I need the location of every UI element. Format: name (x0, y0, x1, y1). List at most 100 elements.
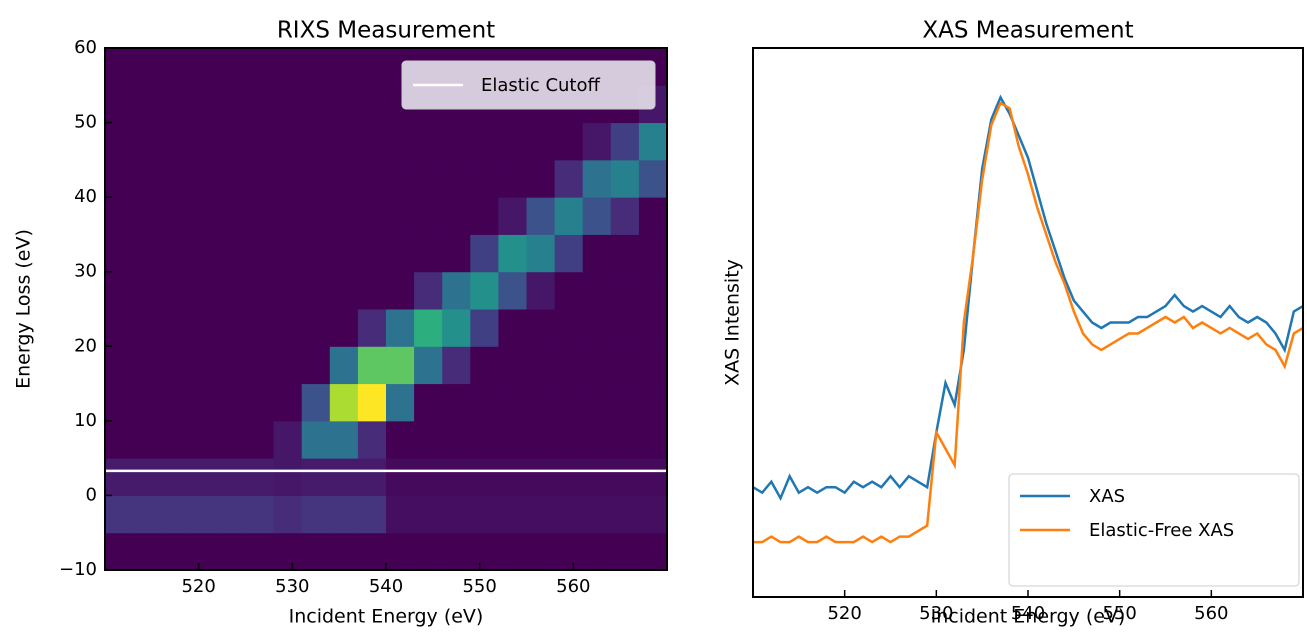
heatmap-cell (217, 495, 246, 534)
heatmap-cell (442, 346, 471, 385)
heatmap-cell (554, 271, 584, 310)
heatmap-cell (610, 197, 640, 235)
heatmap-cell (105, 420, 134, 459)
heatmap-cell (273, 383, 303, 422)
heatmap-cell (526, 532, 556, 570)
heatmap-cell (217, 420, 246, 459)
heatmap-cell (189, 458, 218, 496)
heatmap-cell (189, 309, 218, 347)
heatmap-cell (273, 309, 303, 347)
heatmap-cell (442, 532, 471, 570)
heatmap-cell (105, 271, 134, 310)
heatmap-cell (386, 197, 415, 235)
x-tick-label: 540 (369, 576, 403, 597)
heatmap-cell (498, 122, 527, 161)
heatmap-cell (245, 346, 275, 385)
heatmap-cell (133, 383, 162, 422)
heatmap-cell (386, 309, 415, 347)
heatmap-cell (329, 532, 359, 570)
heatmap-cell (554, 346, 584, 385)
heatmap-cell (245, 122, 275, 161)
heatmap-cell (442, 495, 471, 534)
heatmap-cell (414, 420, 443, 459)
heatmap-cell (133, 85, 162, 124)
heatmap-cell (357, 346, 387, 385)
heatmap-cell (161, 346, 190, 385)
heatmap-cell (554, 420, 584, 459)
heatmap-cell (189, 234, 218, 273)
x-tick-label: 550 (1102, 603, 1136, 624)
heatmap-cell (582, 234, 612, 273)
heatmap-cell (329, 159, 359, 198)
y-tick-label: 40 (74, 186, 97, 207)
heatmap-cell (357, 271, 387, 310)
heatmap-cell (582, 458, 612, 496)
legend-label: XAS (1089, 486, 1125, 507)
x-tick-label: 560 (1194, 603, 1228, 624)
x-axis-label: Incident Energy (eV) (931, 606, 1126, 628)
heatmap-cell (638, 234, 667, 273)
heatmap-cell (526, 346, 556, 385)
heatmap-cell (133, 309, 162, 347)
heatmap-cell (470, 122, 499, 161)
heatmap-cell (386, 346, 415, 385)
heatmap-cell (189, 532, 218, 570)
heatmap-cell (329, 234, 359, 273)
heatmap-cell (442, 458, 471, 496)
heatmap-cell (526, 420, 556, 459)
heatmap-cell (217, 458, 246, 496)
heatmap-cell (329, 383, 359, 422)
heatmap-cell (133, 495, 162, 534)
heatmap-cell (189, 159, 218, 198)
heatmap-cell (470, 532, 499, 570)
heatmap-cell (357, 234, 387, 273)
heatmap-cell (526, 159, 556, 198)
heatmap-cell (610, 383, 640, 422)
heatmap-cell (386, 271, 415, 310)
heatmap-cell (245, 197, 275, 235)
heatmap-cell (133, 122, 162, 161)
heatmap-cell (470, 495, 499, 534)
heatmap-cell (273, 458, 303, 496)
heatmap-cell (582, 532, 612, 570)
heatmap-cell (386, 420, 415, 459)
heatmap-cell (414, 383, 443, 422)
heatmap-cell (498, 420, 527, 459)
heatmap-cell (301, 122, 331, 161)
heatmap-cell (301, 197, 331, 235)
heatmap-cell (133, 271, 162, 310)
heatmap-cell (301, 532, 331, 570)
heatmap-cell (301, 48, 331, 86)
heatmap-cell (554, 159, 584, 198)
heatmap-cell (273, 420, 303, 459)
heatmap-cell (638, 122, 667, 161)
heatmap-cell (554, 122, 584, 161)
y-tick-label: 60 (74, 37, 97, 58)
heatmap-cell (217, 48, 246, 86)
heatmap-cell (554, 234, 584, 273)
heatmap-cell (470, 309, 499, 347)
heatmap-cell (133, 346, 162, 385)
heatmap-cell (245, 309, 275, 347)
y-axis-label: XAS Intensity (722, 259, 744, 386)
heatmap-cell (470, 234, 499, 273)
heatmap-cell (414, 159, 443, 198)
heatmap-cell (442, 159, 471, 198)
heatmap-cell (329, 48, 359, 86)
heatmap-cell (245, 159, 275, 198)
heatmap-cell (133, 420, 162, 459)
heatmap-cell (273, 346, 303, 385)
heatmap-cell (161, 532, 190, 570)
heatmap-cell (133, 234, 162, 273)
heatmap-cell (554, 458, 584, 496)
heatmap-cell (414, 122, 443, 161)
heatmap-cell (554, 383, 584, 422)
heatmap-cell (498, 383, 527, 422)
heatmap-cell (161, 309, 190, 347)
heatmap-cell (498, 159, 527, 198)
legend-label: Elastic Cutoff (481, 75, 601, 96)
heatmap-cell (161, 383, 190, 422)
heatmap-cell (470, 159, 499, 198)
heatmap-cell (273, 85, 303, 124)
